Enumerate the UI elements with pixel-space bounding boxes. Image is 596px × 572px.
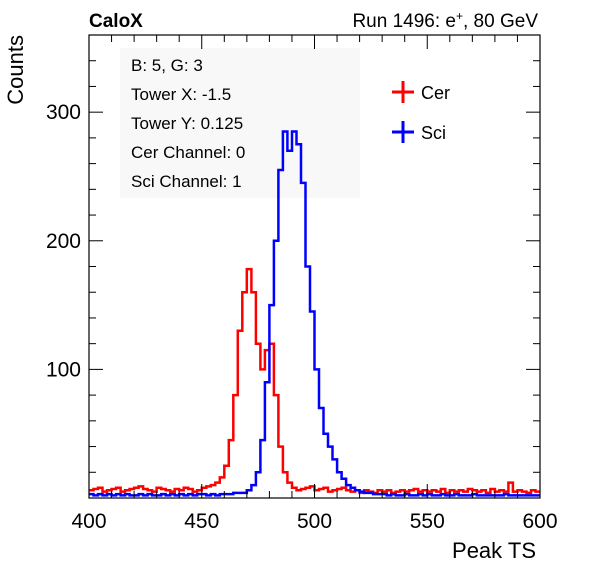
series-sci-line	[89, 130, 540, 497]
x-tick-label: 450	[184, 510, 219, 533]
experiment-label: CaloX	[89, 11, 143, 32]
x-axis-label: Peak TS	[452, 538, 536, 563]
y-tick-label: 100	[46, 358, 81, 381]
y-axis-label: Counts	[3, 35, 28, 105]
info-box	[120, 48, 360, 198]
run-label: Run 1496: e+, 80 GeV	[352, 9, 538, 32]
x-tick-label: 400	[71, 510, 106, 533]
legend-cer-label: Cer	[421, 83, 450, 103]
axes-group: 400 450 500 550 600 100 200 300	[46, 34, 558, 533]
y-tick-label: 300	[46, 101, 81, 124]
y-tick-label: 200	[46, 230, 81, 253]
series-cer-line	[89, 267, 540, 495]
x-tick-label: 550	[410, 510, 445, 533]
legend-sci-label: Sci	[421, 123, 446, 143]
info-line: Tower X: -1.5	[131, 85, 231, 104]
info-line: Tower Y: 0.125	[131, 114, 243, 133]
info-lines: B: 5, G: 3 Tower X: -1.5 Tower Y: 0.125 …	[131, 56, 245, 191]
info-line: Sci Channel: 1	[131, 172, 242, 191]
info-line: B: 5, G: 3	[131, 56, 203, 75]
legend: Cer Sci	[392, 81, 450, 143]
x-tick-label: 600	[522, 510, 557, 533]
info-line: Cer Channel: 0	[131, 143, 245, 162]
x-tick-label: 500	[297, 510, 332, 533]
